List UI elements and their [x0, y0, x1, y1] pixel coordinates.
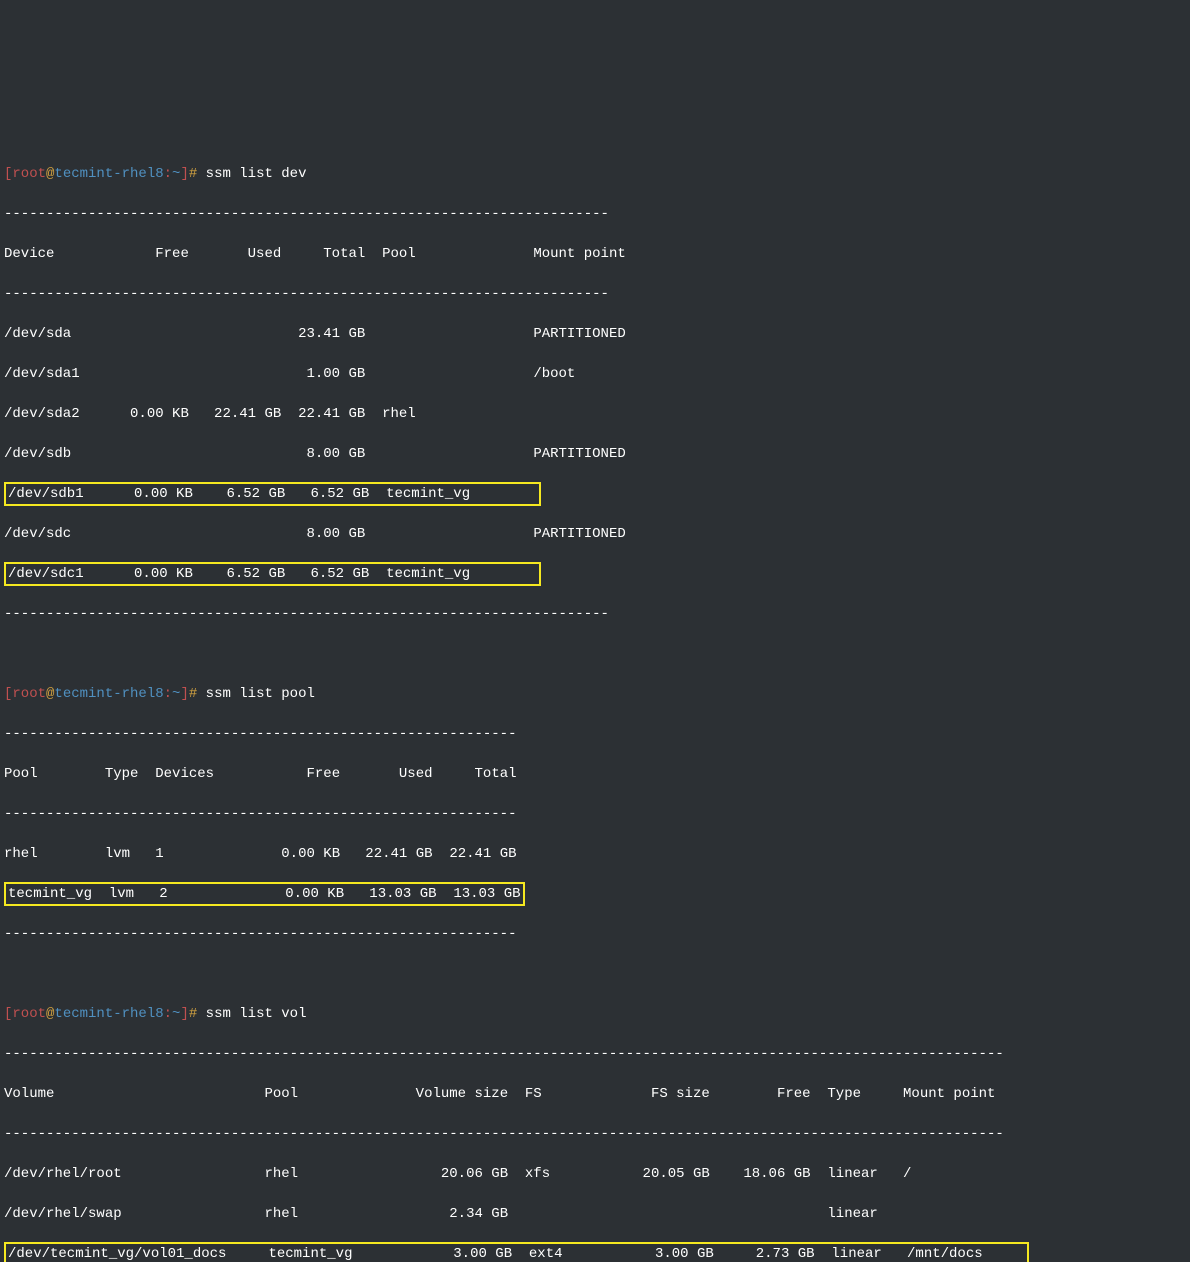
vol-header: Volume Pool Volume size FS FS size Free … [4, 1084, 1186, 1104]
command-text: ssm list pool [206, 686, 315, 702]
pool-header: Pool Type Devices Free Used Total [4, 764, 1186, 784]
dev-row: /dev/sdc 8.00 GB PARTITIONED [4, 524, 1186, 544]
separator: ----------------------------------------… [4, 604, 1186, 624]
prompt-host: tecmint-rhel8 [54, 166, 163, 182]
dev-row: /dev/sdb 8.00 GB PARTITIONED [4, 444, 1186, 464]
prompt-line[interactable]: [root@tecmint-rhel8:~]# ssm list dev [4, 164, 1186, 184]
separator: ----------------------------------------… [4, 924, 1186, 944]
dev-row: /dev/sda2 0.00 KB 22.41 GB 22.41 GB rhel [4, 404, 1186, 424]
pool-row-highlight: tecmint_vg lvm 2 0.00 KB 13.03 GB 13.03 … [4, 884, 1186, 904]
separator: ----------------------------------------… [4, 1044, 1186, 1064]
vol-row: /dev/rhel/swap rhel 2.34 GB linear [4, 1204, 1186, 1224]
command-text: ssm list dev [206, 166, 307, 182]
prompt-hash: # [189, 166, 197, 182]
vol-rows-highlight: /dev/tecmint_vg/vol01_docs tecmint_vg 3.… [4, 1244, 1186, 1262]
dev-header: Device Free Used Total Pool Mount point [4, 244, 1186, 264]
separator: ----------------------------------------… [4, 204, 1186, 224]
dev-row: /dev/sda 23.41 GB PARTITIONED [4, 324, 1186, 344]
bracket-close: ] [180, 166, 188, 182]
dev-row-highlight: /dev/sdc1 0.00 KB 6.52 GB 6.52 GB tecmin… [4, 564, 1186, 584]
separator: ----------------------------------------… [4, 284, 1186, 304]
separator: ----------------------------------------… [4, 1124, 1186, 1144]
prompt-line[interactable]: [root@tecmint-rhel8:~]# ssm list vol [4, 1004, 1186, 1024]
dev-row: /dev/sda1 1.00 GB /boot [4, 364, 1186, 384]
separator: ----------------------------------------… [4, 804, 1186, 824]
prompt-user: root [12, 166, 46, 182]
prompt-line[interactable]: [root@tecmint-rhel8:~]# ssm list pool [4, 684, 1186, 704]
terminal[interactable]: [root@tecmint-rhel8:~]# ssm list dev ---… [0, 100, 1190, 1262]
vol-row: /dev/rhel/root rhel 20.06 GB xfs 20.05 G… [4, 1164, 1186, 1184]
command-text: ssm list vol [206, 1006, 307, 1022]
dev-row-highlight: /dev/sdb1 0.00 KB 6.52 GB 6.52 GB tecmin… [4, 484, 1186, 504]
pool-row: rhel lvm 1 0.00 KB 22.41 GB 22.41 GB [4, 844, 1186, 864]
separator: ----------------------------------------… [4, 724, 1186, 744]
